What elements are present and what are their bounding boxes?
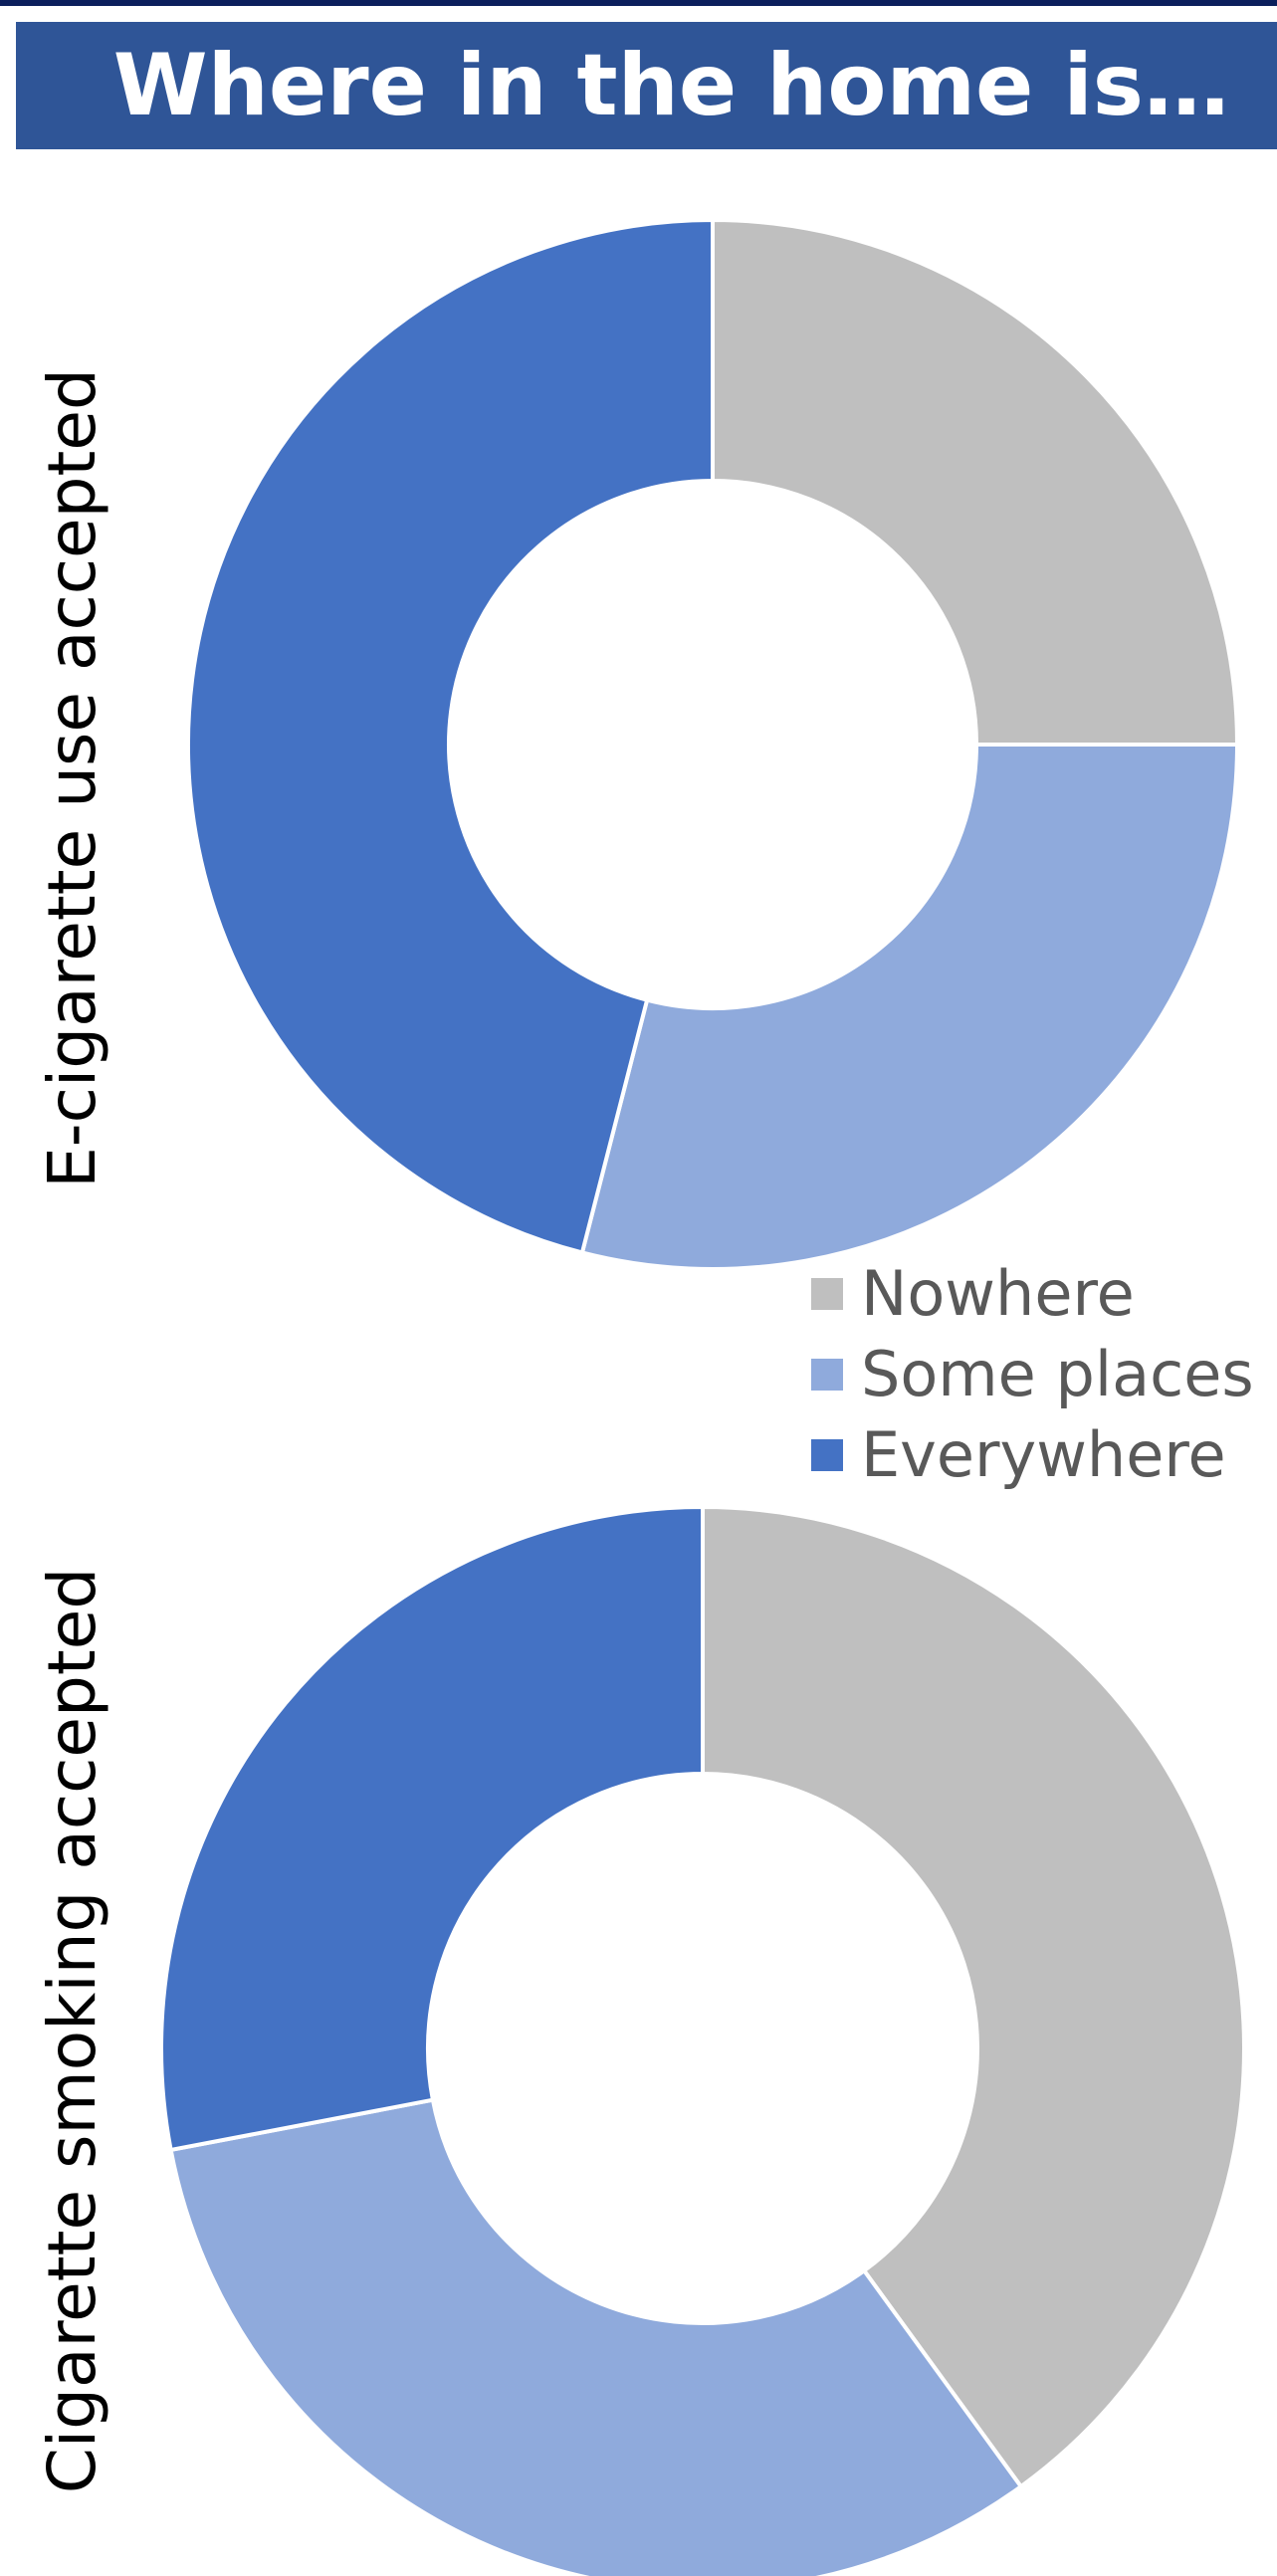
legend-label: Nowhere — [861, 1257, 1135, 1330]
legend-swatch — [811, 1278, 843, 1310]
top-rule — [0, 0, 1277, 6]
page-title: Where in the home is… — [112, 36, 1229, 135]
donut-chart-cigarette: Cigarette smoking accepted — [34, 1504, 1246, 2576]
donut-slice-nowhere — [711, 217, 1240, 747]
title-bar: Where in the home is… — [16, 22, 1277, 149]
legend-label: Some places — [861, 1338, 1254, 1410]
chart-ylabel: Cigarette smoking accepted — [34, 1568, 110, 2494]
donut-slice-everywhere — [159, 1504, 705, 2153]
chart-ylabel: E-cigarette use accepted — [34, 368, 110, 1188]
donut-slice-everywhere — [186, 217, 715, 1255]
legend-swatch — [811, 1359, 843, 1391]
donut-slices — [186, 217, 1240, 1271]
legend: Nowhere Some places Everywhere — [811, 1257, 1254, 1491]
donut-slice-some-places — [168, 2097, 1024, 2576]
legend-label: Everywhere — [861, 1418, 1226, 1491]
donut-slice-some-places — [579, 743, 1240, 1271]
donut-slice-nowhere — [701, 1504, 1246, 2489]
legend-swatch — [811, 1439, 843, 1471]
donut-slices — [159, 1504, 1246, 2576]
donut-chart-e-cigarette: E-cigarette use accepted — [34, 217, 1240, 1271]
